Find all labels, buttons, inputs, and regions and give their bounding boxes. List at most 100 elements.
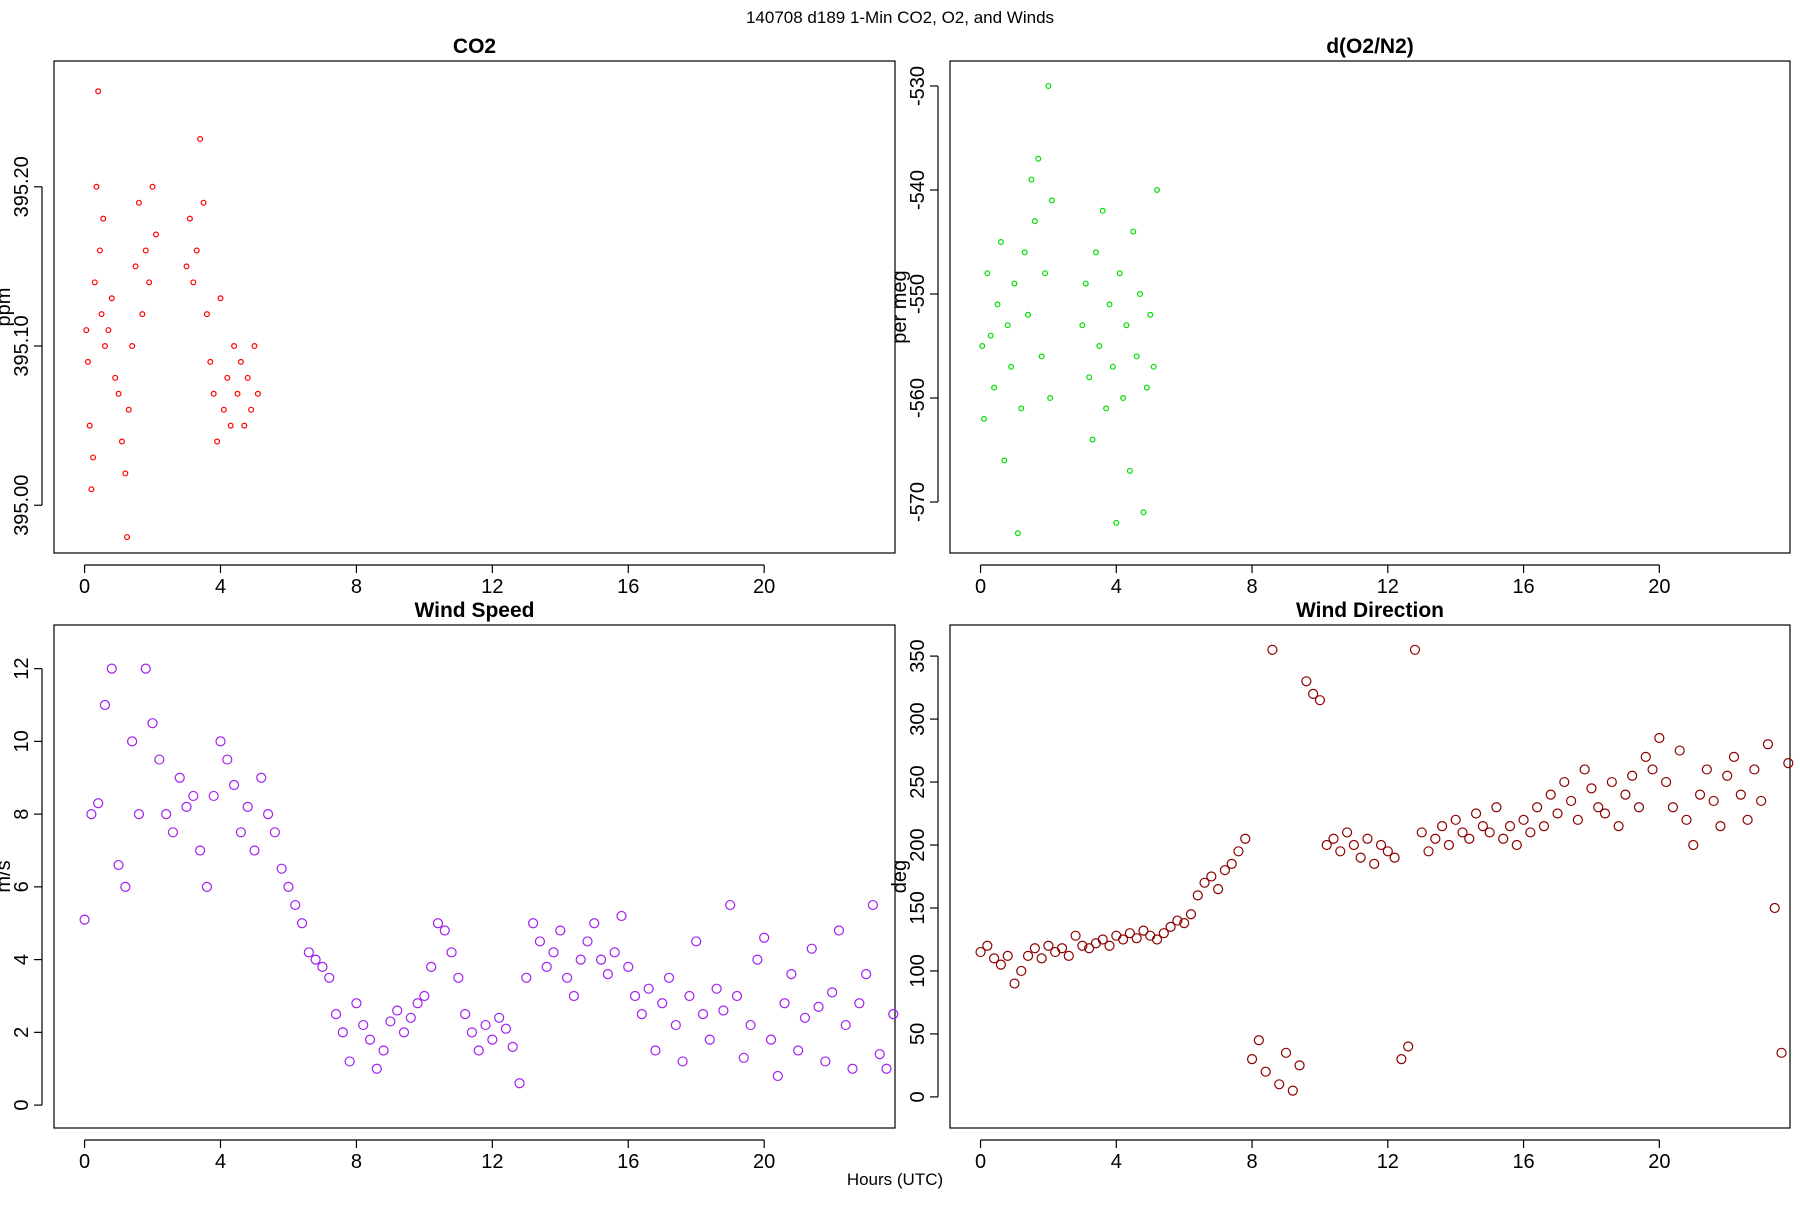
point bbox=[1749, 764, 1760, 775]
point bbox=[840, 1019, 851, 1031]
panel-title: CO2 bbox=[453, 35, 496, 58]
point bbox=[1647, 764, 1658, 775]
point bbox=[1096, 343, 1103, 350]
point bbox=[1117, 934, 1129, 945]
point bbox=[854, 998, 865, 1009]
point bbox=[1113, 519, 1120, 526]
point bbox=[1423, 846, 1434, 857]
point bbox=[670, 1019, 681, 1031]
point bbox=[228, 779, 240, 791]
point bbox=[113, 859, 124, 871]
point bbox=[980, 415, 987, 422]
point bbox=[888, 1009, 899, 1020]
point bbox=[1079, 322, 1086, 329]
point bbox=[330, 1009, 342, 1020]
x-tick-label: 4 bbox=[215, 1151, 226, 1173]
point bbox=[1559, 776, 1570, 788]
x-tick-label: 16 bbox=[1512, 1151, 1534, 1173]
point bbox=[1409, 644, 1421, 655]
point bbox=[203, 311, 210, 318]
panel: d(O2/N2) per meg 0 4 8 12 16 20 -570 -560 -550 -540… bbox=[889, 35, 1791, 598]
point bbox=[1025, 311, 1032, 318]
point bbox=[1389, 852, 1400, 863]
point bbox=[1552, 808, 1563, 819]
y-tick-label: 4 bbox=[11, 954, 33, 965]
y-axis-label: ppm bbox=[0, 288, 15, 327]
point bbox=[725, 899, 736, 911]
point bbox=[466, 1027, 478, 1038]
point bbox=[1099, 207, 1106, 214]
point bbox=[779, 998, 790, 1009]
point bbox=[1511, 839, 1522, 851]
x-tick-label: 0 bbox=[975, 1151, 986, 1173]
point bbox=[142, 247, 149, 254]
point bbox=[1470, 808, 1482, 819]
point bbox=[251, 343, 258, 350]
point bbox=[1328, 833, 1339, 844]
y-tick-label: 395.00 bbox=[11, 475, 33, 536]
point bbox=[167, 827, 179, 838]
point bbox=[1145, 930, 1156, 941]
point bbox=[1504, 821, 1516, 832]
point bbox=[1769, 902, 1780, 914]
point bbox=[1029, 943, 1040, 954]
point bbox=[419, 990, 430, 1002]
point bbox=[663, 972, 675, 983]
point bbox=[989, 953, 1000, 964]
point bbox=[874, 1049, 885, 1060]
point bbox=[1518, 814, 1529, 825]
point bbox=[691, 936, 702, 947]
point bbox=[106, 663, 117, 674]
point bbox=[1681, 814, 1692, 825]
point bbox=[827, 987, 838, 998]
point bbox=[1742, 814, 1753, 825]
point bbox=[1287, 1085, 1298, 1096]
point bbox=[1009, 978, 1020, 989]
point bbox=[1077, 940, 1088, 951]
point bbox=[86, 809, 97, 820]
point bbox=[317, 961, 328, 972]
point bbox=[1477, 821, 1488, 832]
point bbox=[101, 343, 108, 350]
point bbox=[881, 1063, 892, 1074]
point bbox=[207, 358, 214, 365]
y-axis-label: m/s bbox=[0, 860, 15, 892]
point bbox=[453, 972, 464, 983]
point bbox=[984, 270, 991, 277]
point bbox=[234, 390, 241, 397]
point bbox=[582, 936, 593, 947]
point bbox=[1185, 909, 1197, 920]
point bbox=[1179, 917, 1190, 929]
point bbox=[1050, 946, 1061, 958]
y-tick-label: 12 bbox=[11, 658, 33, 680]
point bbox=[1321, 839, 1332, 851]
point bbox=[1348, 839, 1359, 851]
point bbox=[242, 801, 253, 812]
x-tick-label: 12 bbox=[481, 576, 503, 598]
point bbox=[1018, 405, 1025, 412]
point bbox=[1491, 802, 1502, 813]
point bbox=[1213, 883, 1224, 895]
panel-title: Wind Direction bbox=[1296, 599, 1444, 622]
point bbox=[1137, 290, 1144, 297]
point bbox=[1586, 783, 1597, 794]
point bbox=[1124, 928, 1135, 939]
point bbox=[1151, 934, 1163, 945]
point bbox=[256, 772, 267, 783]
point bbox=[1089, 436, 1096, 443]
point bbox=[84, 358, 91, 365]
y-tick-label: 395.20 bbox=[11, 156, 33, 217]
point bbox=[861, 969, 872, 980]
point bbox=[575, 954, 586, 965]
point bbox=[1219, 865, 1231, 876]
point bbox=[161, 809, 172, 820]
point bbox=[1674, 745, 1685, 756]
y-tick-label: 395.10 bbox=[11, 315, 33, 376]
y-axis-label: per meg bbox=[889, 270, 911, 343]
y-tick-label: -540 bbox=[907, 170, 929, 210]
point bbox=[222, 754, 233, 765]
point bbox=[1688, 839, 1699, 851]
point bbox=[426, 961, 437, 972]
point bbox=[248, 406, 255, 413]
point bbox=[1335, 846, 1346, 857]
